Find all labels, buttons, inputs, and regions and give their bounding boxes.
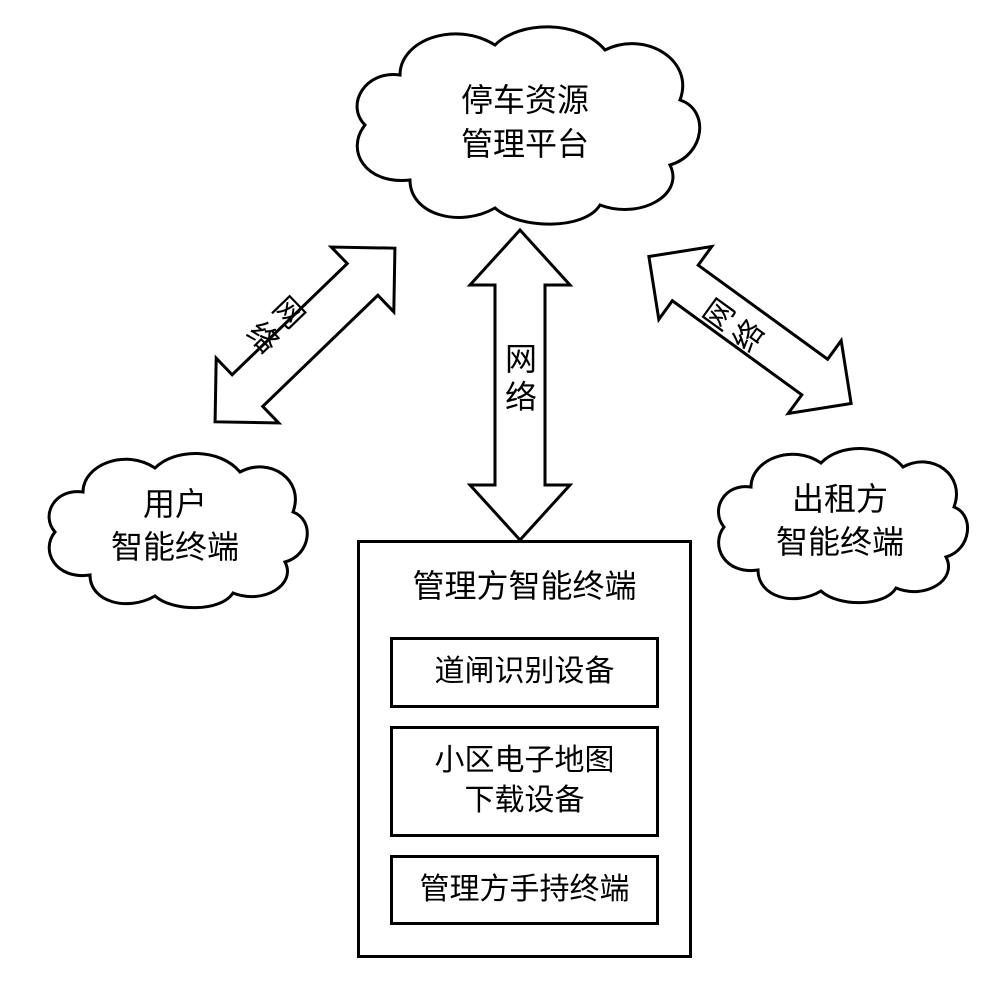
manager-box-item-0: 道闸识别设备	[390, 637, 659, 708]
cloud-top-line2: 管理平台	[461, 123, 589, 166]
arrow-left	[165, 195, 445, 475]
manager-box-item-1-line1: 小区电子地图	[405, 741, 644, 782]
cloud-right-line1: 出租方	[776, 478, 904, 521]
arrow-center-label-line2: 络	[505, 378, 537, 416]
arrow-center-label: 网 络	[505, 340, 537, 417]
cloud-top-line1: 停车资源	[461, 79, 589, 122]
cloud-left-line2: 智能终端	[111, 526, 239, 569]
arrow-center-label-line1: 网	[505, 340, 537, 378]
manager-box-item-0-text: 道闸识别设备	[435, 655, 615, 688]
manager-box-item-2-text: 管理方手持终端	[420, 873, 630, 906]
cloud-right-line2: 智能终端	[776, 521, 904, 564]
manager-box-title: 管理方智能终端	[360, 543, 689, 607]
arrow-left-shape	[165, 195, 445, 475]
manager-box-item-2: 管理方手持终端	[390, 855, 659, 926]
manager-box-item-1-line2: 下载设备	[405, 781, 644, 822]
manager-box-item-1: 小区电子地图 下载设备	[390, 726, 659, 837]
manager-box: 管理方智能终端 道闸识别设备 小区电子地图 下载设备 管理方手持终端	[357, 540, 692, 958]
cloud-left-line1: 用户	[111, 483, 239, 526]
